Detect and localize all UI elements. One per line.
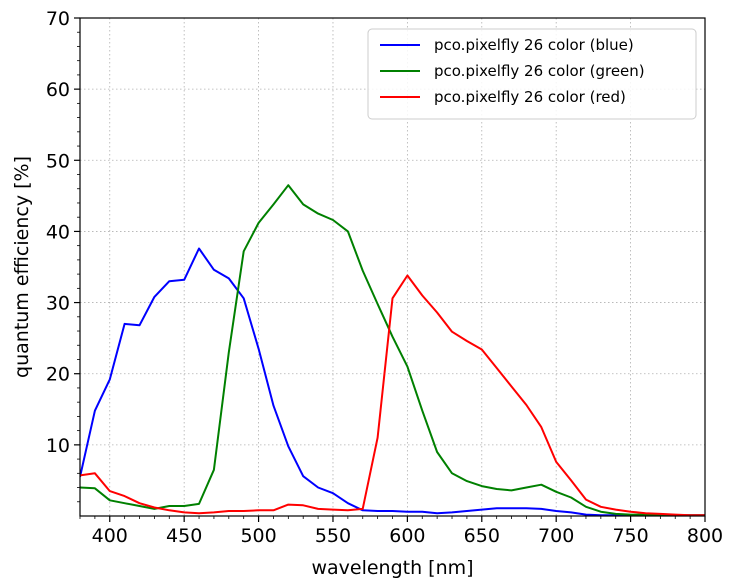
x-tick-label: 550 bbox=[315, 525, 351, 547]
y-axis-title: quantum efficiency [%] bbox=[11, 156, 33, 378]
legend-box bbox=[367, 28, 697, 120]
series-layer bbox=[80, 184, 705, 516]
series-line-blue bbox=[80, 247, 705, 516]
x-axis-title: wavelength [nm] bbox=[311, 557, 473, 579]
x-tick-label: 450 bbox=[166, 525, 202, 547]
legend-label: pco.pixelfly 26 color (blue) bbox=[434, 36, 634, 54]
x-tick-label: 650 bbox=[464, 525, 500, 547]
tick-layer: 400 450 500 550 600 650 700 750 800 10 20 30 40 50 60 7… bbox=[46, 8, 723, 547]
x-tick-label: 700 bbox=[538, 525, 574, 547]
x-tick-label: 600 bbox=[389, 525, 425, 547]
y-tick-label: 10 bbox=[46, 435, 70, 457]
legend-label: pco.pixelfly 26 color (red) bbox=[434, 88, 626, 106]
x-tick-label: 800 bbox=[687, 525, 723, 547]
y-tick-label: 30 bbox=[46, 293, 70, 315]
legend: pco.pixelfly 26 color (blue) pco.pixelfly… bbox=[367, 28, 697, 120]
x-tick-label: 500 bbox=[240, 525, 276, 547]
y-tick-label: 50 bbox=[46, 150, 70, 172]
series-line-green bbox=[80, 184, 705, 516]
y-tick-label: 60 bbox=[46, 79, 70, 101]
y-tick-label: 40 bbox=[46, 221, 70, 243]
y-tick-label: 20 bbox=[46, 364, 70, 386]
x-tick-label: 750 bbox=[612, 525, 648, 547]
y-tick-label: 70 bbox=[46, 8, 70, 30]
legend-label: pco.pixelfly 26 color (green) bbox=[434, 62, 645, 80]
x-tick-label: 400 bbox=[92, 525, 128, 547]
series-line-red bbox=[80, 274, 705, 516]
